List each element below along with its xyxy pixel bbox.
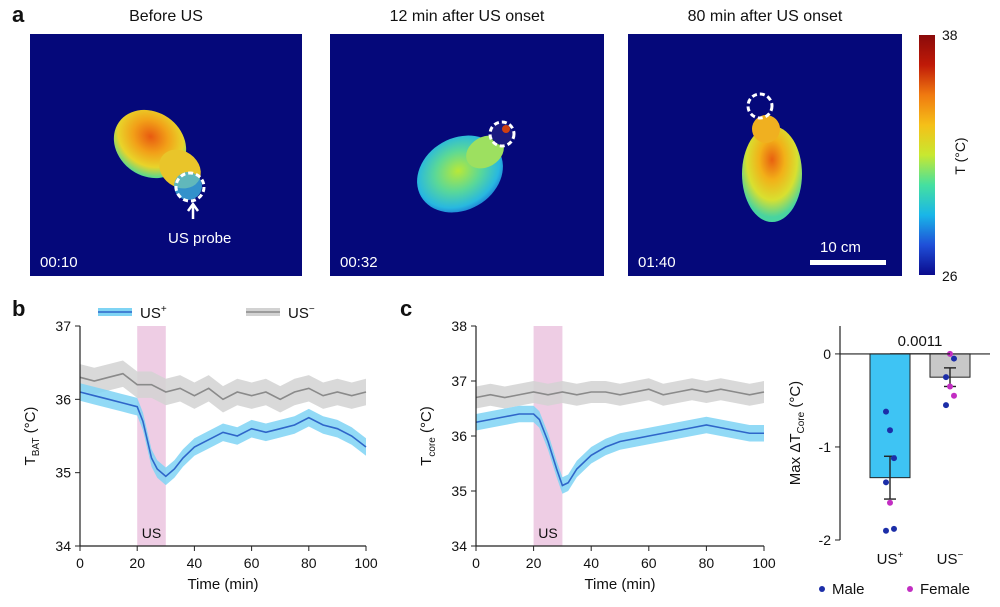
b-ylabel-sub: BAT [31,438,42,457]
probe-circle-icon [488,120,516,148]
c-ytick-label: 36 [451,428,467,444]
b-ylabel-main: T [22,456,39,465]
tbat-line-chart: 34 35 36 37 0 20 40 60 80 100 Time (min) US TBAT (°C… [22,304,378,593]
arrow-icon [186,201,200,219]
probe-circle-icon [746,92,774,120]
data-point-male [883,527,889,534]
thermal-image-12min: 00:32 [330,34,604,276]
legend-label-us-minus: US− [288,304,315,322]
b-xtick-label: 20 [129,555,145,571]
data-point-male [883,479,889,486]
c-ylabel-sub: core [427,437,438,457]
timestamp-before: 00:10 [40,254,78,271]
bar-ytick-label: -2 [819,532,832,548]
data-point-female [947,383,953,390]
image-title-12min: 12 min after US onset [389,8,545,25]
bar-category-label: US− [937,550,964,568]
colorbar-label: T (°C) [952,137,968,175]
b-xtick-label: 100 [354,555,378,571]
mouse-thermal-blob [113,109,206,219]
c-line-us-minus [475,388,765,399]
b-xtick-label: 0 [76,555,84,571]
b-ytick-label: 35 [55,465,71,481]
legend-female-label: Female [920,581,970,598]
c-band-us-minus [476,378,764,409]
c-ytick-label: 35 [451,483,467,499]
probe-circle-icon [174,171,206,203]
data-point-male [891,525,897,532]
b-ytick-label: 36 [55,391,71,407]
c-band-us-plus [476,405,764,494]
b-ylabel-unit: (°C) [22,407,39,438]
data-point-male [883,408,889,415]
c-us-label: US [538,525,557,541]
c-xtick-label: 0 [472,555,480,571]
bar-category-label: US+ [877,550,904,568]
c-xtick-label: 40 [583,555,599,571]
c-xtick-label: 80 [699,555,715,571]
bar-ylabel: Max ΔTCore (°C) [787,381,807,485]
b-line-us-minus [79,372,367,401]
c-line-us-plus [475,413,764,487]
max-delta-tcore-bar-chart: 0 -1 -2 US+ US− 0.0011 Max ΔTCore (°C) Male Fema… [787,326,990,598]
b-ylabel: TBAT (°C) [22,407,42,466]
scale-bar-label: 10 cm [820,239,861,256]
c-xlabel: Time (min) [584,576,655,593]
panel-b-letter: b [12,296,26,321]
panel-a-letter: a [12,2,25,27]
c-ytick-label: 37 [451,373,467,389]
c-ylabel-main: T [418,457,435,466]
c-xtick-label: 100 [752,555,776,571]
c-ytick-label: 38 [451,318,467,334]
timestamp-12min: 00:32 [340,254,378,271]
data-point-male [951,355,957,362]
us-probe-label: US probe [168,230,232,247]
b-xtick-label: 40 [187,555,203,571]
tcore-line-chart: 34 35 36 37 38 0 20 40 60 80 100 Time (min) US Tcore … [418,318,776,593]
c-ylabel-unit: (°C) [418,406,435,437]
p-value-label: 0.0011 [898,333,943,350]
bar-ylabel-unit: (°C) [787,381,804,412]
data-point-male [943,402,949,409]
b-ytick-label: 37 [55,318,71,334]
legend-male-dot [819,586,825,592]
image-title-before: Before US [129,8,203,25]
colorbar-max: 38 [942,27,958,43]
bar-ytick-label: 0 [823,346,831,362]
data-point-female [951,392,957,399]
legend-female-dot [907,586,913,592]
data-point-male [891,455,897,462]
bar-ylabel-sub: Core [796,411,807,433]
legend-male-label: Male [832,581,865,598]
bar-ylabel-main: Max ΔT [787,434,804,486]
b-xtick-label: 60 [244,555,260,571]
b-xtick-label: 80 [301,555,317,571]
temperature-colorbar [919,35,935,275]
legend-label-us-plus: US+ [140,304,167,322]
b-xlabel: Time (min) [187,576,258,593]
bar-ytick-label: -1 [819,439,832,455]
c-ytick-label: 34 [451,538,467,554]
b-line-us-plus [79,391,367,478]
c-ylabel: Tcore (°C) [418,406,438,466]
image-title-80min: 80 min after US onset [687,8,843,25]
panel-c-letter: c [400,296,413,321]
data-point-male [943,374,949,381]
b-band-us-minus [80,360,366,413]
mouse-thermal-blob-80 [742,92,886,265]
thermal-image-before: US probe 00:10 [30,34,302,276]
thermal-image-80min: 10 cm 01:40 [628,34,902,276]
timestamp-80min: 01:40 [638,254,676,271]
data-point-male [887,427,893,434]
b-ytick-label: 34 [55,538,71,554]
scale-bar [810,260,886,265]
colorbar-min: 26 [942,268,958,284]
mouse-thermal-blob-12 [417,120,516,213]
c-xtick-label: 20 [526,555,542,571]
b-us-label: US [142,525,161,541]
data-point-female [887,499,893,506]
b-us-shade [137,326,166,546]
c-xtick-label: 60 [641,555,657,571]
